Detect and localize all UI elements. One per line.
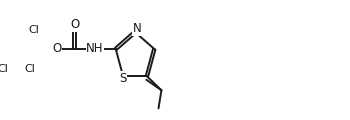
Text: N: N [133,22,142,35]
Text: Cl: Cl [25,63,35,74]
Text: S: S [119,72,127,85]
Text: Cl: Cl [29,25,40,36]
Text: NH: NH [86,42,104,55]
Text: O: O [52,42,61,55]
Text: O: O [70,18,79,31]
Text: Cl: Cl [0,64,8,74]
